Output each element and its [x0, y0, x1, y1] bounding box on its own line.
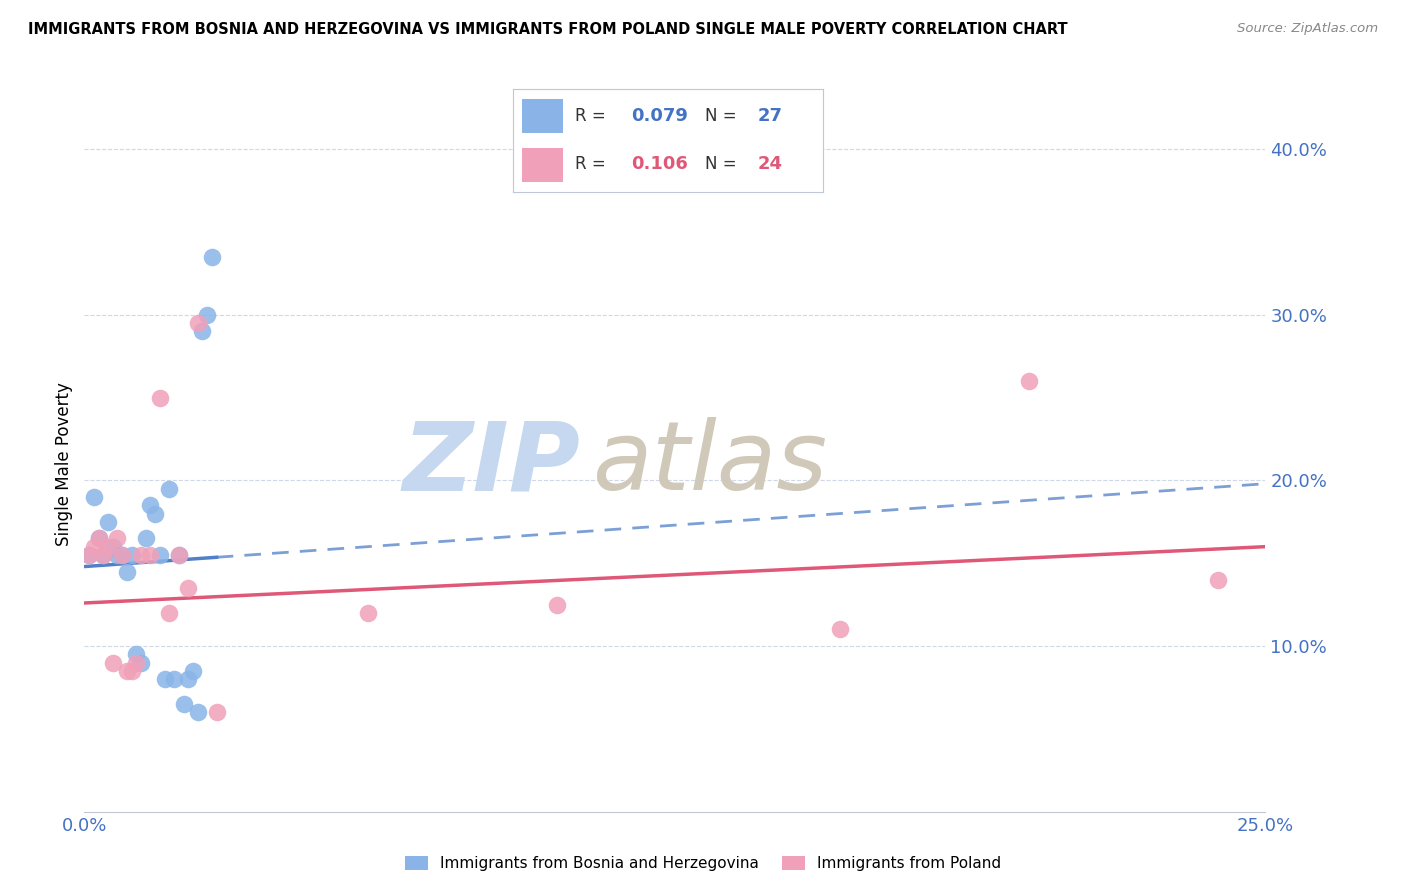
Point [187, 316, 209, 330]
Text: ZIP: ZIP [402, 417, 581, 510]
Point [91, 548, 114, 562]
Point [157, 482, 180, 496]
Point [111, 548, 134, 562]
Point [173, 697, 195, 711]
Point [157, 606, 180, 620]
Point [357, 606, 380, 620]
Point [101, 656, 124, 670]
Point [187, 706, 209, 720]
Point [83, 540, 105, 554]
Point [87, 532, 110, 546]
Bar [523, 148, 562, 181]
Point [125, 648, 148, 662]
Text: 0.106: 0.106 [631, 155, 688, 173]
Point [139, 498, 162, 512]
Text: Source: ZipAtlas.com: Source: ZipAtlas.com [1237, 22, 1378, 36]
Point [107, 548, 129, 562]
Point [77, 548, 100, 562]
Point [107, 532, 129, 546]
Text: R =: R = [575, 155, 616, 173]
Point [83, 490, 105, 504]
Y-axis label: Single Male Poverty: Single Male Poverty [55, 382, 73, 546]
Point [115, 565, 138, 579]
Text: IMMIGRANTS FROM BOSNIA AND HERZEGOVINA VS IMMIGRANTS FROM POLAND SINGLE MALE POV: IMMIGRANTS FROM BOSNIA AND HERZEGOVINA V… [28, 22, 1067, 37]
Text: atlas: atlas [592, 417, 827, 510]
Point [167, 548, 190, 562]
Point [129, 656, 152, 670]
Point [153, 672, 176, 686]
Point [149, 548, 172, 562]
Point [177, 581, 200, 595]
Point [163, 672, 186, 686]
Point [135, 532, 157, 546]
Text: 0.079: 0.079 [631, 107, 688, 125]
Point [87, 532, 110, 546]
Text: 24: 24 [758, 155, 783, 173]
Point [830, 623, 852, 637]
Point [195, 308, 218, 322]
Text: N =: N = [704, 155, 747, 173]
Point [177, 672, 200, 686]
Bar [523, 99, 562, 133]
Legend: Immigrants from Bosnia and Herzegovina, Immigrants from Poland: Immigrants from Bosnia and Herzegovina, … [399, 850, 1007, 877]
Point [101, 540, 124, 554]
Point [97, 540, 120, 554]
Point [115, 664, 138, 678]
Point [129, 548, 152, 562]
Point [167, 548, 190, 562]
Point [191, 324, 214, 338]
Point [201, 250, 224, 264]
Text: R =: R = [575, 107, 616, 125]
Point [77, 548, 100, 562]
Point [97, 515, 120, 529]
Text: N =: N = [704, 107, 747, 125]
Point [121, 664, 143, 678]
Point [205, 706, 228, 720]
Point [149, 391, 172, 405]
Point [139, 548, 162, 562]
Point [91, 548, 114, 562]
Point [125, 656, 148, 670]
Point [181, 664, 204, 678]
Point [111, 548, 134, 562]
Point [1206, 573, 1229, 587]
Point [143, 507, 166, 521]
Text: 27: 27 [758, 107, 783, 125]
Point [121, 548, 143, 562]
Point [546, 598, 568, 612]
Point [1018, 374, 1040, 388]
